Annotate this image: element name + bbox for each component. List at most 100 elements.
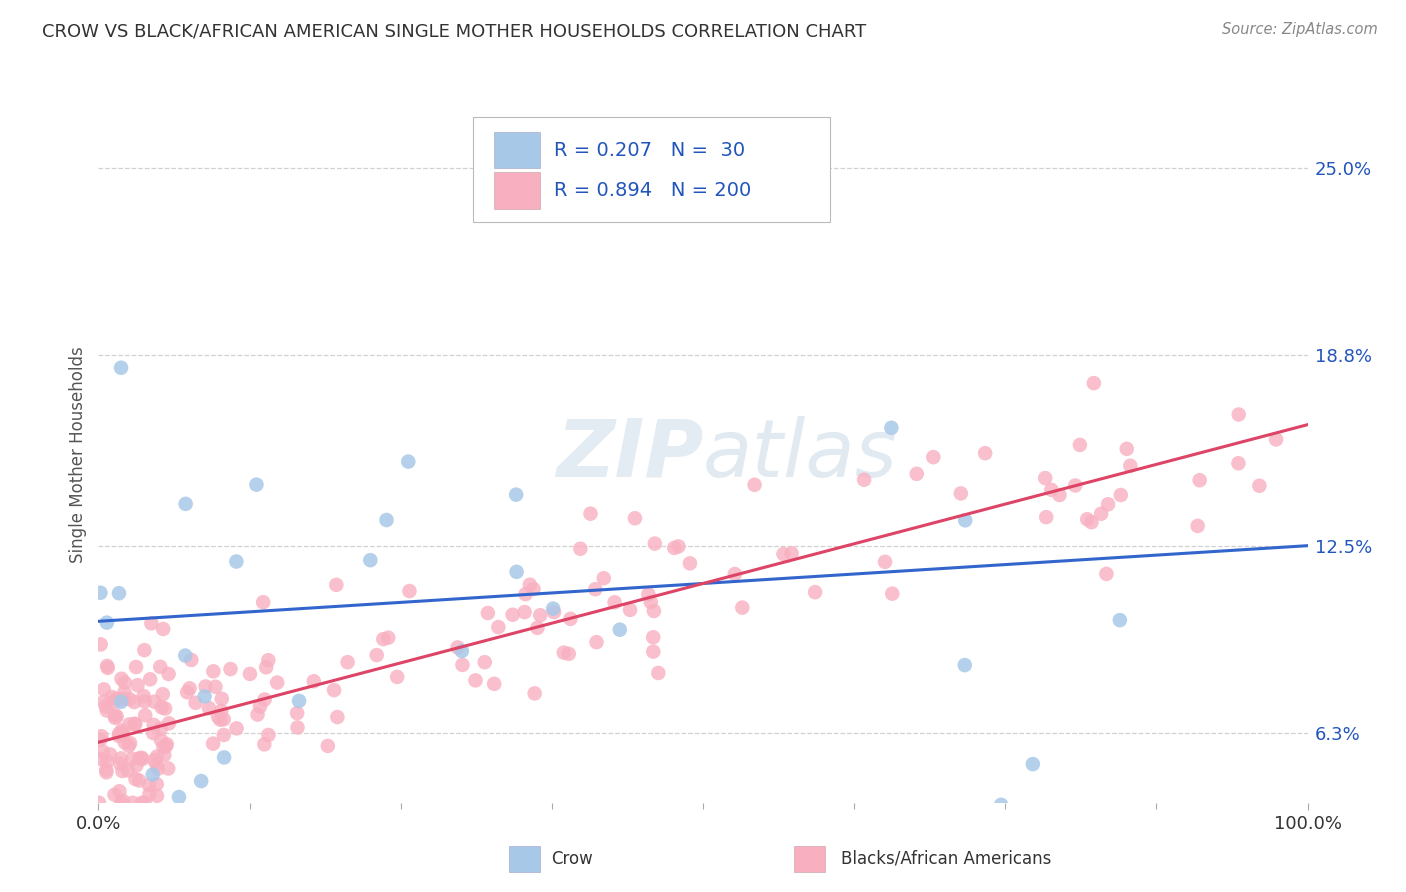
Point: [373, 632, 395, 647]
Point: [157, 762, 180, 776]
Text: ZIP: ZIP: [555, 416, 703, 494]
Text: Blacks/African Americans: Blacks/African Americans: [841, 850, 1052, 868]
Point: [149, 660, 172, 674]
Point: [1090, 507, 1112, 521]
Text: Source: ZipAtlas.com: Source: ZipAtlas.com: [1222, 22, 1378, 37]
Point: [134, 694, 156, 708]
Point: [132, 689, 155, 703]
Point: [90, 729, 112, 743]
Point: [1083, 376, 1105, 391]
Point: [502, 607, 524, 622]
Point: [155, 739, 177, 753]
Point: [110, 756, 132, 771]
Point: [287, 721, 309, 735]
Point: [202, 737, 225, 751]
Point: [529, 608, 551, 623]
Point: [142, 718, 165, 732]
Point: [212, 712, 235, 726]
Point: [125, 660, 148, 674]
Point: [131, 796, 153, 810]
Point: [167, 790, 190, 805]
Point: [143, 753, 166, 767]
Point: [225, 555, 247, 569]
Point: [1188, 473, 1211, 487]
Point: [257, 728, 280, 742]
Point: [326, 710, 349, 724]
Point: [142, 767, 165, 781]
Point: [515, 587, 537, 601]
Point: [110, 360, 132, 375]
Point: [146, 749, 169, 764]
Point: [146, 762, 169, 776]
Point: [87, 796, 110, 810]
Point: [664, 541, 686, 555]
Point: [190, 774, 212, 789]
Point: [1069, 438, 1091, 452]
Point: [153, 701, 176, 715]
Point: [94, 699, 117, 714]
Point: [922, 450, 945, 464]
Point: [124, 716, 146, 731]
Point: [1033, 471, 1056, 485]
Point: [446, 640, 468, 655]
Point: [108, 586, 131, 600]
Point: [96, 765, 118, 780]
Point: [398, 584, 420, 599]
Point: [89, 732, 111, 747]
Point: [108, 784, 131, 798]
Point: [141, 616, 163, 631]
Point: [252, 595, 274, 609]
Point: [522, 582, 544, 596]
Point: [873, 555, 896, 569]
Point: [96, 763, 118, 777]
Point: [111, 723, 134, 738]
Point: [1249, 479, 1271, 493]
Point: [609, 623, 631, 637]
Point: [121, 752, 143, 766]
Point: [198, 701, 221, 715]
Point: [724, 567, 747, 582]
Point: [953, 513, 976, 527]
Point: [125, 758, 148, 772]
Point: [96, 615, 118, 630]
Point: [124, 717, 146, 731]
Point: [543, 605, 565, 619]
Point: [117, 764, 139, 778]
Point: [640, 595, 662, 609]
Point: [152, 740, 174, 755]
Point: [486, 620, 509, 634]
Point: [152, 687, 174, 701]
Point: [207, 710, 229, 724]
Point: [156, 737, 179, 751]
Point: [114, 735, 136, 749]
Point: [396, 454, 419, 468]
Point: [266, 675, 288, 690]
Point: [245, 477, 267, 491]
Point: [101, 690, 124, 704]
Point: [477, 606, 499, 620]
Point: [209, 713, 232, 727]
Point: [1049, 488, 1071, 502]
Point: [219, 662, 242, 676]
Point: [134, 643, 156, 657]
Point: [254, 660, 277, 674]
Point: [253, 737, 276, 751]
Point: [558, 647, 581, 661]
Point: [134, 796, 156, 810]
Point: [145, 777, 167, 791]
Text: CROW VS BLACK/AFRICAN AMERICAN SINGLE MOTHER HOUSEHOLDS CORRELATION CHART: CROW VS BLACK/AFRICAN AMERICAN SINGLE MO…: [42, 22, 866, 40]
Point: [104, 711, 127, 725]
Point: [1265, 433, 1288, 447]
FancyBboxPatch shape: [494, 132, 540, 169]
Point: [679, 557, 702, 571]
Point: [146, 789, 169, 803]
Point: [592, 571, 614, 585]
Point: [253, 692, 276, 706]
Point: [145, 757, 167, 772]
Point: [180, 653, 202, 667]
Text: atlas: atlas: [703, 416, 898, 494]
Point: [451, 657, 474, 672]
Point: [1109, 488, 1132, 502]
Point: [139, 673, 162, 687]
Point: [105, 709, 128, 723]
